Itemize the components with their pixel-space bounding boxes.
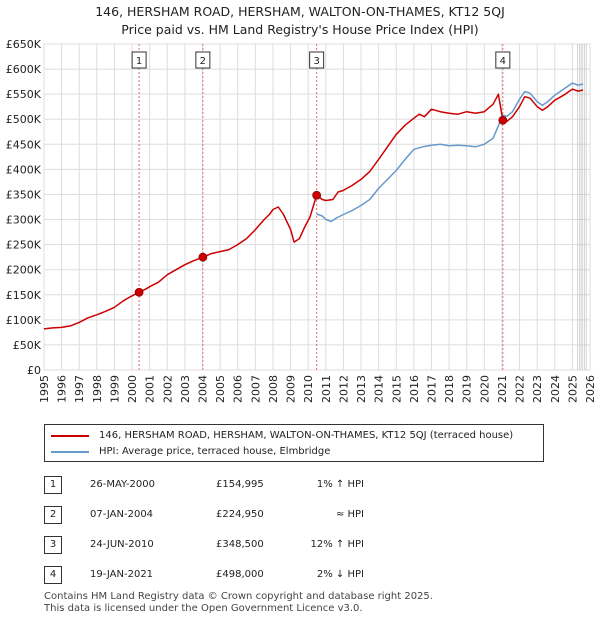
x-tick-label: 2026 [584, 375, 597, 403]
y-tick-label: £250K [6, 239, 42, 252]
x-tick-label: 2023 [531, 375, 544, 403]
x-tick-label: 2005 [214, 375, 227, 403]
footer-copyright: Contains HM Land Registry data © Crown c… [44, 591, 433, 602]
x-tick-label: 2000 [126, 375, 139, 403]
sale-hpi-relation: 1% ↑ HPI [316, 479, 364, 490]
y-tick-label: £400K [6, 163, 42, 176]
sale-number: 1 [44, 476, 62, 494]
x-tick-label: 2008 [267, 375, 280, 403]
x-tick-label: 2002 [161, 375, 174, 403]
x-tick-label: 2003 [179, 375, 192, 403]
sale-date: 24-JUN-2010 [90, 539, 154, 550]
x-tick-label: 2013 [355, 375, 368, 403]
x-tick-label: 2017 [425, 375, 438, 403]
sale-number: 3 [44, 536, 62, 554]
x-tick-label: 2011 [320, 375, 333, 403]
legend-swatch-hpi [51, 450, 89, 453]
legend-item-property: 146, HERSHAM ROAD, HERSHAM, WALTON-ON-TH… [51, 430, 513, 442]
legend-item-hpi: HPI: Average price, terraced house, Elmb… [51, 446, 330, 458]
y-tick-label: £50K [13, 339, 42, 352]
axes: £0 £50K £100K £150K £200K £250K £300K £350K £400… [6, 38, 597, 403]
sale-hpi-relation: 12% ↑ HPI [310, 539, 364, 550]
sale-point [134, 287, 144, 297]
x-tick-label: 2016 [408, 375, 421, 403]
sale-point [198, 252, 208, 262]
y-tick-label: £550K [6, 88, 42, 101]
sale-hpi-relation: ≈ HPI [335, 509, 364, 520]
sale-number: 4 [44, 566, 62, 584]
sale-hpi-relation: 2% ↓ HPI [316, 569, 364, 580]
x-tick-label: 2024 [549, 375, 562, 403]
sale-label-number: 3 [313, 56, 319, 67]
sale-label-box [131, 51, 147, 69]
x-tick-label: 1995 [38, 375, 51, 403]
sale-points [134, 115, 508, 297]
chart-title: 146, HERSHAM ROAD, HERSHAM, WALTON-ON-TH… [95, 4, 505, 19]
sale-date: 19-JAN-2021 [90, 569, 154, 580]
y-tick-label: £500K [6, 113, 42, 126]
legend: 146, HERSHAM ROAD, HERSHAM, WALTON-ON-TH… [44, 424, 544, 462]
sale-date: 07-JAN-2004 [90, 509, 154, 520]
x-tick-label: 2001 [144, 375, 157, 403]
sale-label-box [495, 51, 511, 69]
sale-date: 26-MAY-2000 [90, 479, 156, 490]
x-tick-label: 2004 [197, 375, 210, 403]
y-tick-label: £150K [6, 289, 42, 302]
hpi-line [316, 82, 584, 223]
y-tick-label: £600K [6, 63, 42, 76]
x-tick-label: 2006 [232, 375, 245, 403]
legend-label-property: 146, HERSHAM ROAD, HERSHAM, WALTON-ON-TH… [99, 430, 514, 441]
sale-price: £348,500 [216, 539, 264, 550]
sale-label-box [195, 51, 211, 69]
x-tick-label: 1997 [73, 375, 86, 403]
x-tick-label: 2014 [373, 375, 386, 403]
x-tick-label: 2015 [390, 375, 403, 403]
x-tick-label: 1999 [108, 375, 121, 403]
sale-label-box [309, 51, 325, 69]
x-tick-label: 1998 [91, 375, 104, 403]
sale-labels: 1 2 3 4 [131, 51, 511, 69]
sale-row: 3 24-JUN-2010 £348,500 12% ↑ HPI [44, 536, 564, 556]
x-tick-label: 2021 [496, 375, 509, 403]
sale-point [498, 115, 508, 125]
price-chart: 1 2 3 4 £0 £50K £100K £150K £200K £250K £300K £350… [6, 38, 597, 403]
footer-license: This data is licensed under the Open Gov… [44, 603, 363, 614]
x-tick-label: 2018 [443, 375, 456, 403]
x-tick-label: 2022 [514, 375, 527, 403]
legend-swatch-property [51, 434, 89, 437]
y-tick-label: £300K [6, 214, 42, 227]
y-tick-label: £0 [27, 364, 41, 377]
y-tick-label: £450K [6, 138, 42, 151]
x-tick-label: 2019 [461, 375, 474, 403]
sale-price: £498,000 [216, 569, 264, 580]
sale-price: £224,950 [216, 509, 264, 520]
sale-label-number: 2 [200, 56, 206, 67]
sale-row: 4 19-JAN-2021 £498,000 2% ↓ HPI [44, 566, 564, 586]
x-tick-label: 2009 [285, 375, 298, 403]
sale-point [312, 190, 322, 200]
y-tick-label: £650K [6, 38, 42, 51]
sale-label-number: 1 [136, 56, 142, 67]
sale-row: 1 26-MAY-2000 £154,995 1% ↑ HPI [44, 476, 564, 496]
x-tick-label: 2020 [478, 375, 491, 403]
x-tick-label: 2012 [337, 375, 350, 403]
x-tick-label: 2007 [249, 375, 262, 403]
sale-row: 2 07-JAN-2004 £224,950 ≈ HPI [44, 506, 564, 526]
x-tick-label: 1996 [56, 375, 69, 403]
sale-price: £154,995 [216, 479, 264, 490]
chart-subtitle: Price paid vs. HM Land Registry's House … [121, 22, 479, 37]
x-tick-label: 2010 [302, 375, 315, 403]
sale-label-number: 4 [500, 56, 506, 67]
sale-number: 2 [44, 506, 62, 524]
y-tick-label: £100K [6, 314, 42, 327]
y-tick-label: £350K [6, 188, 42, 201]
x-tick-label: 2025 [566, 375, 579, 403]
legend-label-hpi: HPI: Average price, terraced house, Elmb… [99, 446, 331, 457]
y-tick-label: £200K [6, 264, 42, 277]
